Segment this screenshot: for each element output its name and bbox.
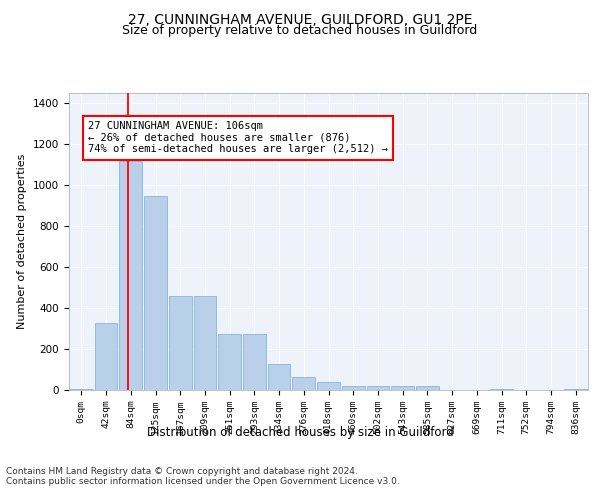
Bar [292, 376, 315, 390]
Text: Contains public sector information licensed under the Open Government Licence v3: Contains public sector information licen… [6, 477, 400, 486]
Text: Size of property relative to detached houses in Guildford: Size of property relative to detached ho… [122, 24, 478, 37]
Bar [95, 324, 118, 390]
Bar [119, 161, 142, 390]
Bar [391, 386, 414, 390]
Bar [194, 296, 216, 390]
Text: Distribution of detached houses by size in Guildford: Distribution of detached houses by size … [146, 426, 454, 439]
Bar [367, 386, 389, 390]
Y-axis label: Number of detached properties: Number of detached properties [17, 154, 28, 329]
Bar [243, 334, 266, 390]
Text: 27 CUNNINGHAM AVENUE: 106sqm
← 26% of detached houses are smaller (876)
74% of s: 27 CUNNINGHAM AVENUE: 106sqm ← 26% of de… [88, 121, 388, 154]
Text: Contains HM Land Registry data © Crown copyright and database right 2024.: Contains HM Land Registry data © Crown c… [6, 467, 358, 476]
Bar [70, 389, 93, 390]
Bar [317, 382, 340, 390]
Bar [416, 386, 439, 390]
Bar [218, 334, 241, 390]
Bar [169, 296, 191, 390]
Bar [490, 389, 513, 390]
Bar [564, 389, 587, 390]
Bar [342, 386, 365, 390]
Bar [144, 196, 167, 390]
Bar [268, 364, 290, 390]
Text: 27, CUNNINGHAM AVENUE, GUILDFORD, GU1 2PE: 27, CUNNINGHAM AVENUE, GUILDFORD, GU1 2P… [128, 12, 472, 26]
